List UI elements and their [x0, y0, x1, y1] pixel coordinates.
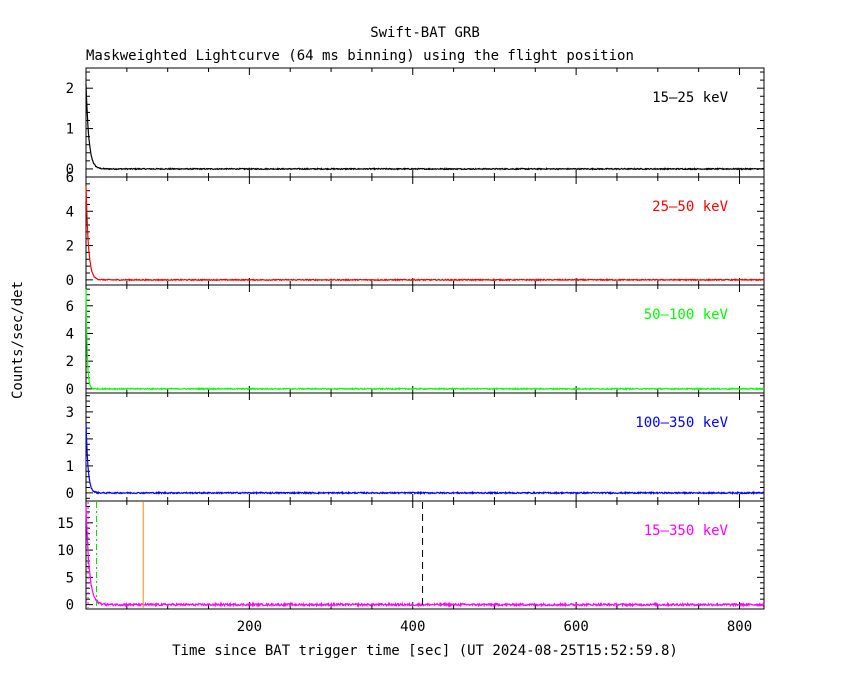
x-tick-label: 400 — [400, 619, 425, 635]
y-tick-label: 10 — [57, 543, 74, 559]
chart-subtitle: Maskweighted Lightcurve (64 ms binning) … — [86, 48, 634, 64]
y-tick-label: 0 — [66, 486, 74, 502]
band-label: 15–25 keV — [652, 90, 728, 106]
y-tick-label: 0 — [66, 382, 74, 398]
band-label: 25–50 keV — [652, 199, 728, 215]
panel-frame — [85, 392, 765, 502]
panel-1: 0 1 2 15–25 keV — [66, 67, 765, 178]
y-tick-label: 2 — [66, 354, 74, 370]
panel-frame — [85, 176, 765, 286]
band-label: 100–350 keV — [635, 415, 728, 431]
y-tick-label: 0 — [66, 273, 74, 289]
lightcurve-series — [85, 83, 764, 171]
band-label: 50–100 keV — [644, 307, 729, 323]
panel-5: 0 5 10 15 15–350 keV 200 400 600 800 — [57, 500, 765, 635]
y-tick-label: 6 — [66, 170, 74, 186]
y-tick-label: 1 — [66, 122, 74, 138]
y-tick-label: 1 — [66, 459, 74, 475]
y-tick-label: 4 — [66, 326, 74, 342]
x-tick-label: 600 — [563, 619, 588, 635]
y-tick-label: 0 — [66, 162, 74, 178]
panel-2: 0 2 4 6 25–50 keV — [66, 170, 765, 289]
y-tick-label: 0 — [66, 598, 74, 614]
y-axis-label: Counts/sec/det — [10, 281, 26, 399]
y-tick-label: 3 — [66, 405, 74, 421]
lightcurve-series — [85, 506, 765, 608]
y-tick-label: 15 — [57, 516, 74, 532]
lightcurve-series — [85, 185, 765, 282]
chart-title: Swift-BAT GRB — [370, 25, 480, 41]
panel-frame — [85, 500, 765, 610]
panel-3: 0 2 4 6 50–100 keV — [66, 284, 765, 398]
panel-4: 0 1 2 3 100–350 keV — [66, 392, 765, 502]
band-label: 15–350 keV — [644, 523, 729, 539]
y-tick-label: 5 — [66, 570, 74, 586]
y-tick-label: 4 — [66, 204, 74, 220]
y-tick-label: 6 — [66, 299, 74, 315]
y-tick-label: 2 — [66, 81, 74, 97]
panel-frame — [85, 284, 765, 394]
x-axis-label: Time since BAT trigger time [sec] (UT 20… — [172, 643, 678, 659]
y-tick-label: 2 — [66, 432, 74, 448]
x-tick-label: 800 — [727, 619, 752, 635]
lightcurve-series — [85, 423, 765, 496]
panel-frame — [85, 67, 765, 178]
lightcurve-series — [85, 288, 765, 391]
y-tick-label: 2 — [66, 239, 74, 255]
x-tick-label: 200 — [237, 619, 262, 635]
